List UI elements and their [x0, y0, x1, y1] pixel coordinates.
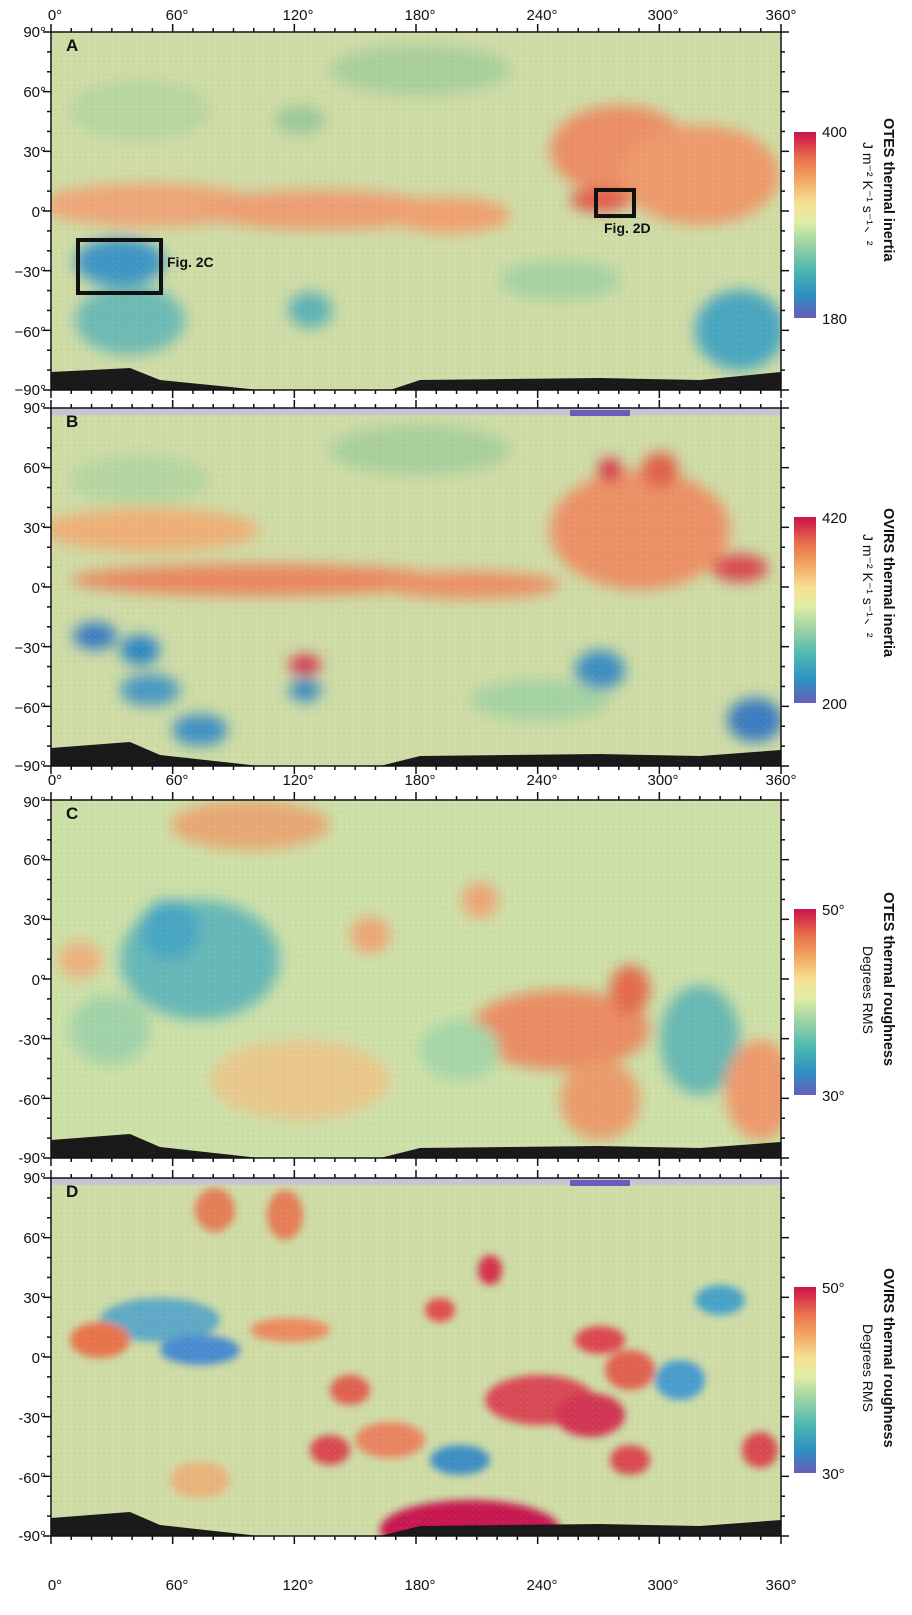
y-tick-label: −30°	[14, 264, 46, 281]
colorbar-b-unit: J m⁻² K⁻¹ s⁻¹ᐟ²	[860, 534, 876, 638]
x-tick-label: 300°	[647, 772, 679, 789]
y-tick-label: −90°	[14, 758, 46, 775]
x-tick-label: 0°	[47, 1577, 63, 1594]
y-tick-label: 60°	[23, 1230, 46, 1247]
colorbar-b-title: OVIRS thermal inertia	[880, 508, 896, 658]
map-panel-b	[51, 408, 781, 766]
y-tick-label: −90°	[14, 382, 46, 399]
y-tick-label: 0°	[31, 1350, 46, 1367]
panel-letter-c: C	[66, 804, 79, 823]
x-tick-label: 300°	[647, 7, 679, 24]
map-panel-a	[51, 32, 781, 390]
y-tick-label: -30°	[18, 1032, 46, 1049]
x-tick-label: 60°	[165, 772, 189, 789]
x-tick-label: 120°	[282, 1577, 314, 1594]
x-tick-label: 120°	[282, 7, 314, 24]
fig-2d-box	[594, 188, 636, 218]
y-tick-label: 0°	[31, 972, 46, 989]
y-tick-label: -60°	[18, 1092, 46, 1109]
colorbar-b	[794, 517, 816, 703]
colorbar-a-unit: J m⁻² K⁻¹ s⁻¹ᐟ²	[860, 142, 876, 246]
fig-2c-box	[76, 238, 163, 295]
x-tick-label: 360°	[765, 772, 797, 789]
y-tick-label: −60°	[14, 324, 46, 341]
colorbar-d-unit: Degrees RMS	[860, 1324, 876, 1412]
colorbar-c-unit: Degrees RMS	[860, 946, 876, 1034]
x-tick-label: 180°	[404, 772, 436, 789]
colorbar-a-title: OTES thermal inertia	[880, 118, 896, 262]
y-tick-label: -60°	[18, 1470, 46, 1487]
colorbar-c	[794, 909, 816, 1095]
colorbar-b-min: 200	[822, 696, 848, 713]
y-tick-label: −30°	[14, 640, 46, 657]
panel-letter-b: B	[66, 412, 79, 431]
map-panel-d	[51, 1178, 781, 1536]
axis-ticks	[43, 24, 789, 1544]
y-tick-label: 90°	[23, 1170, 46, 1187]
annotation-fig-2d: Fig. 2D	[604, 220, 651, 236]
colorbar-b-max: 420	[822, 510, 848, 527]
y-tick-label: 90°	[23, 794, 46, 811]
map-panel-c	[51, 800, 781, 1158]
y-tick-label: −60°	[14, 700, 46, 717]
y-tick-label: 60°	[23, 852, 46, 869]
y-tick-label: 0°	[31, 580, 46, 597]
colorbar-c-min: 30°	[822, 1088, 845, 1105]
x-tick-label: 0°	[47, 772, 63, 789]
x-tick-label: 180°	[404, 7, 436, 24]
x-tick-label: 360°	[765, 1577, 797, 1594]
y-tick-label: 90°	[23, 400, 46, 417]
y-tick-label: 60°	[23, 84, 46, 101]
colorbar-c-title: OTES thermal roughness	[880, 892, 896, 1067]
x-tick-label: 60°	[165, 7, 189, 24]
x-tick-label: 300°	[647, 1577, 679, 1594]
colorbar-c-max: 50°	[822, 902, 845, 919]
colorbar-d-max: 50°	[822, 1280, 845, 1297]
x-tick-label: 180°	[404, 1577, 436, 1594]
y-tick-label: 30°	[23, 144, 46, 161]
panel-letter-d: D	[66, 1182, 79, 1201]
y-tick-label: 60°	[23, 460, 46, 477]
y-tick-label: -90°	[18, 1528, 46, 1545]
y-tick-label: 30°	[23, 912, 46, 929]
x-tick-label: 240°	[526, 1577, 558, 1594]
x-tick-label: 240°	[526, 7, 558, 24]
x-tick-label: 0°	[47, 7, 63, 24]
y-tick-label: -90°	[18, 1150, 46, 1167]
colorbar-d	[794, 1287, 816, 1473]
x-tick-label: 240°	[526, 772, 558, 789]
y-tick-label: 30°	[23, 1290, 46, 1307]
annotation-fig-2c: Fig. 2C	[167, 254, 214, 270]
colorbar-a-max: 400	[822, 124, 848, 141]
colorbar-d-title: OVIRS thermal roughness	[880, 1268, 896, 1448]
colorbar-d-min: 30°	[822, 1466, 845, 1483]
y-tick-label: 90°	[23, 24, 46, 41]
y-tick-label: -30°	[18, 1410, 46, 1427]
y-tick-label: 30°	[23, 520, 46, 537]
y-tick-label: 0°	[31, 204, 46, 221]
colorbar-a	[794, 132, 816, 318]
colorbar-a-min: 180	[822, 311, 848, 328]
x-tick-label: 60°	[165, 1577, 189, 1594]
x-tick-label: 120°	[282, 772, 314, 789]
x-tick-label: 360°	[765, 7, 797, 24]
panel-letter-a: A	[66, 36, 79, 55]
